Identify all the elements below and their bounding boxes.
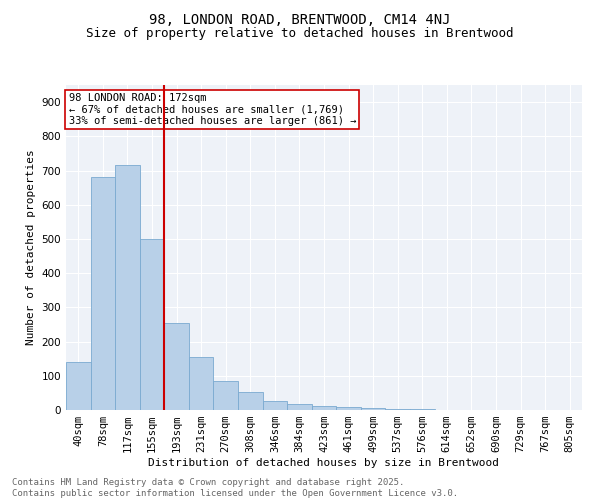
Text: 98 LONDON ROAD: 172sqm
← 67% of detached houses are smaller (1,769)
33% of semi-: 98 LONDON ROAD: 172sqm ← 67% of detached… [68, 93, 356, 126]
Text: 98, LONDON ROAD, BRENTWOOD, CM14 4NJ: 98, LONDON ROAD, BRENTWOOD, CM14 4NJ [149, 12, 451, 26]
Bar [189, 357, 214, 410]
Bar [214, 381, 238, 410]
Bar [385, 409, 410, 410]
Bar [91, 178, 115, 410]
Bar [312, 406, 336, 410]
Bar [287, 404, 312, 410]
Bar [263, 402, 287, 410]
Bar [115, 166, 140, 410]
Bar [140, 239, 164, 410]
Text: Size of property relative to detached houses in Brentwood: Size of property relative to detached ho… [86, 28, 514, 40]
Bar [66, 362, 91, 410]
Bar [164, 323, 189, 410]
Bar [336, 406, 361, 410]
X-axis label: Distribution of detached houses by size in Brentwood: Distribution of detached houses by size … [149, 458, 499, 468]
Bar [238, 392, 263, 410]
Text: Contains HM Land Registry data © Crown copyright and database right 2025.
Contai: Contains HM Land Registry data © Crown c… [12, 478, 458, 498]
Y-axis label: Number of detached properties: Number of detached properties [26, 150, 36, 346]
Bar [361, 408, 385, 410]
